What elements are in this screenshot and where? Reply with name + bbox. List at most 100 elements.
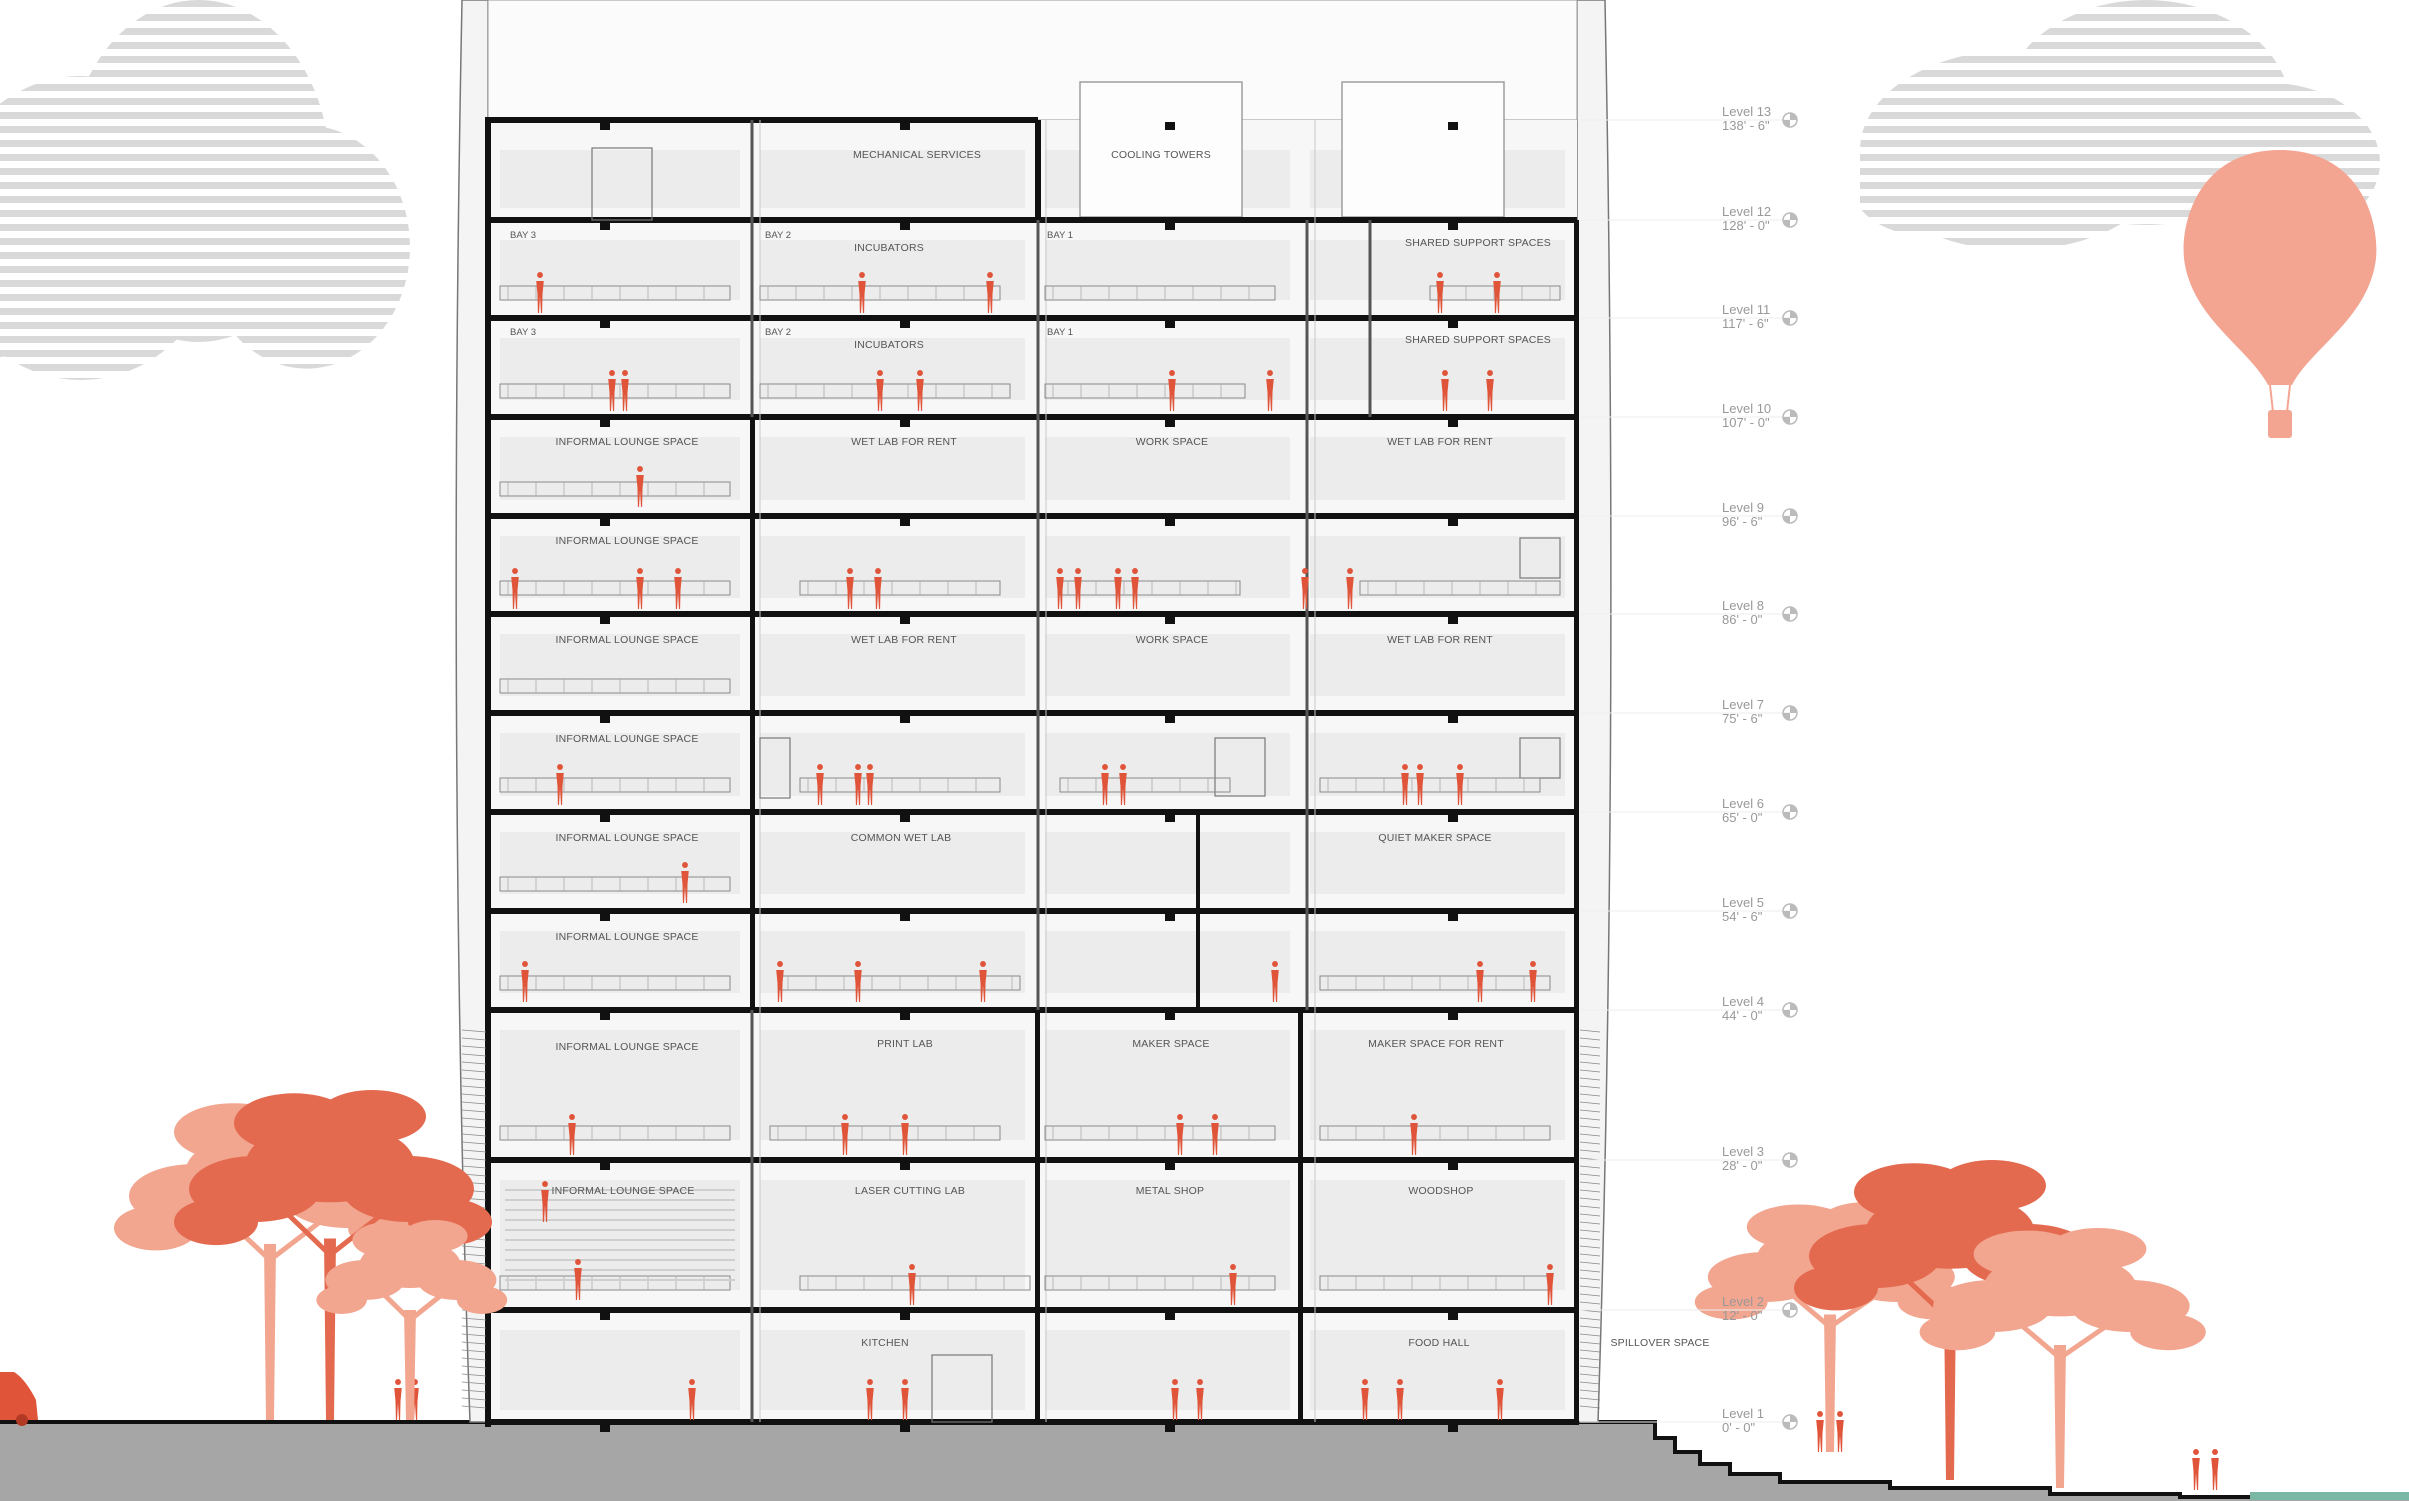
room-label-food-hall: FOOD HALL	[1408, 1337, 1469, 1349]
person-figure-icon	[1211, 1114, 1219, 1155]
door-frame	[759, 737, 791, 799]
bay-label-bay2-l11: BAY 2	[765, 327, 791, 338]
room-label-work-space-lower: WORK SPACE	[1136, 634, 1208, 646]
level-name: Level 10	[1722, 401, 1771, 416]
furniture-bench	[1319, 975, 1551, 991]
room-label-spillover-space: SPILLOVER SPACE	[1610, 1337, 1709, 1349]
person-figure-icon	[908, 1264, 916, 1305]
person-figure-icon	[1266, 370, 1274, 411]
person-figure-icon	[1441, 370, 1449, 411]
furniture-bench	[1044, 1125, 1276, 1141]
room-label-wet-lab-rent-b-upper: WET LAB FOR RENT	[1387, 436, 1493, 448]
furniture-bench	[1319, 1125, 1551, 1141]
person-figure-icon	[568, 1114, 576, 1155]
person-figure-icon	[574, 1259, 582, 1300]
person-figure-icon	[1486, 370, 1494, 411]
person-figure-icon	[556, 764, 564, 805]
ground-line	[0, 1420, 2409, 1499]
level-elevation: 96' - 6"	[1722, 514, 1763, 529]
room-label-informal-lounge-l3: INFORMAL LOUNGE SPACE	[551, 1185, 694, 1197]
furniture-bench	[1359, 580, 1561, 596]
level-elevation: 75' - 6"	[1722, 711, 1763, 726]
person-figure-icon	[1416, 764, 1424, 805]
room-label-maker-space-rent: MAKER SPACE FOR RENT	[1368, 1038, 1504, 1050]
cooling-tower-b	[1341, 81, 1505, 218]
person-figure-icon	[1396, 1379, 1404, 1420]
level-datum-marker-icon	[1782, 1152, 1798, 1168]
room-label-incubators-l12: INCUBATORS	[854, 242, 924, 254]
level-datum-6: Level 665' - 0"	[1580, 796, 1798, 825]
bay-label-bay3-l12: BAY 3	[510, 230, 536, 241]
room-label-incubators-l11: INCUBATORS	[854, 339, 924, 351]
person-figure-icon	[854, 961, 862, 1002]
level-name: Level 8	[1722, 598, 1764, 613]
furniture-bench	[1044, 285, 1276, 301]
person-figure-icon	[866, 1379, 874, 1420]
person-figure-icon	[1410, 1114, 1418, 1155]
person-figure-icon	[1301, 568, 1309, 609]
level-datum-marker-icon	[1782, 112, 1798, 128]
person-figure-icon	[901, 1379, 909, 1420]
level-elevation: 44' - 0"	[1722, 1008, 1763, 1023]
room-label-informal-lounge-l8: INFORMAL LOUNGE SPACE	[555, 634, 698, 646]
cooling-tower-a	[1079, 81, 1243, 218]
east-wall	[1574, 220, 1579, 1425]
person-figure-icon	[1074, 568, 1082, 609]
door-frame	[1214, 737, 1266, 797]
level-datum-marker-icon	[1782, 1002, 1798, 1018]
building-section	[455, 0, 1612, 1432]
level-datum-2: Level 212' - 0"	[1580, 1294, 1798, 1323]
person-figure-icon	[1476, 961, 1484, 1002]
room-label-informal-lounge-l4: INFORMAL LOUNGE SPACE	[555, 1041, 698, 1053]
room-label-kitchen: KITCHEN	[861, 1337, 909, 1349]
balloon-envelope	[2183, 150, 2377, 385]
floor-slab	[488, 611, 1577, 617]
room-label-common-wet-lab: COMMON WET LAB	[851, 832, 952, 844]
furniture-bench	[499, 975, 731, 991]
person-figure-icon	[511, 568, 519, 609]
furniture-bench	[799, 777, 1001, 793]
room-label-informal-lounge-l10: INFORMAL LOUNGE SPACE	[555, 436, 698, 448]
person-figure-icon	[1056, 568, 1064, 609]
level-elevation: 107' - 0"	[1722, 415, 1770, 430]
room-label-wet-lab-rent-a-lower: WET LAB FOR RENT	[851, 634, 957, 646]
person-figure-icon	[1101, 764, 1109, 805]
person-figure-icon	[916, 370, 924, 411]
room-label-quiet-maker-space: QUIET MAKER SPACE	[1378, 832, 1491, 844]
tree-icon	[1919, 1228, 2206, 1488]
person-figure-icon	[1436, 272, 1444, 313]
furniture-bench	[1044, 1275, 1276, 1291]
east-facade-fin	[1576, 0, 1612, 1423]
room-label-laser-cutting-lab: LASER CUTTING LAB	[855, 1185, 965, 1197]
person-figure-icon	[688, 1379, 696, 1420]
level-elevation: 28' - 0"	[1722, 1158, 1763, 1173]
furniture-bench	[499, 777, 731, 793]
person-figure-icon	[1271, 961, 1279, 1002]
level-name: Level 2	[1722, 1294, 1764, 1309]
furniture-bench	[499, 1275, 731, 1291]
level-elevation: 54' - 6"	[1722, 909, 1763, 924]
person-figure-icon	[1836, 1411, 1844, 1452]
floor-slab	[488, 908, 1577, 914]
person-figure-icon	[394, 1379, 402, 1420]
furniture-bench	[759, 383, 1011, 399]
person-figure-icon	[776, 961, 784, 1002]
room-labels: MECHANICAL SERVICES COOLING TOWERS INCUB…	[510, 149, 1709, 1349]
person-figure-icon	[1529, 961, 1537, 1002]
person-figure-icon	[608, 370, 616, 411]
floor-slab	[488, 315, 1577, 321]
level-datum-4: Level 444' - 0"	[1580, 994, 1798, 1023]
person-figure-icon	[1401, 764, 1409, 805]
person-figure-icon	[866, 764, 874, 805]
furniture-bench	[769, 1125, 1001, 1141]
room-label-informal-lounge-l9: INFORMAL LOUNGE SPACE	[555, 535, 698, 547]
person-figure-icon	[636, 568, 644, 609]
floor-slab	[488, 1157, 1577, 1163]
person-figure-icon	[1131, 568, 1139, 609]
person-figure-icon	[986, 272, 994, 313]
room-label-metal-shop: METAL SHOP	[1136, 1185, 1205, 1197]
balloon-basket	[2268, 410, 2292, 438]
floor-slab	[488, 710, 1577, 716]
